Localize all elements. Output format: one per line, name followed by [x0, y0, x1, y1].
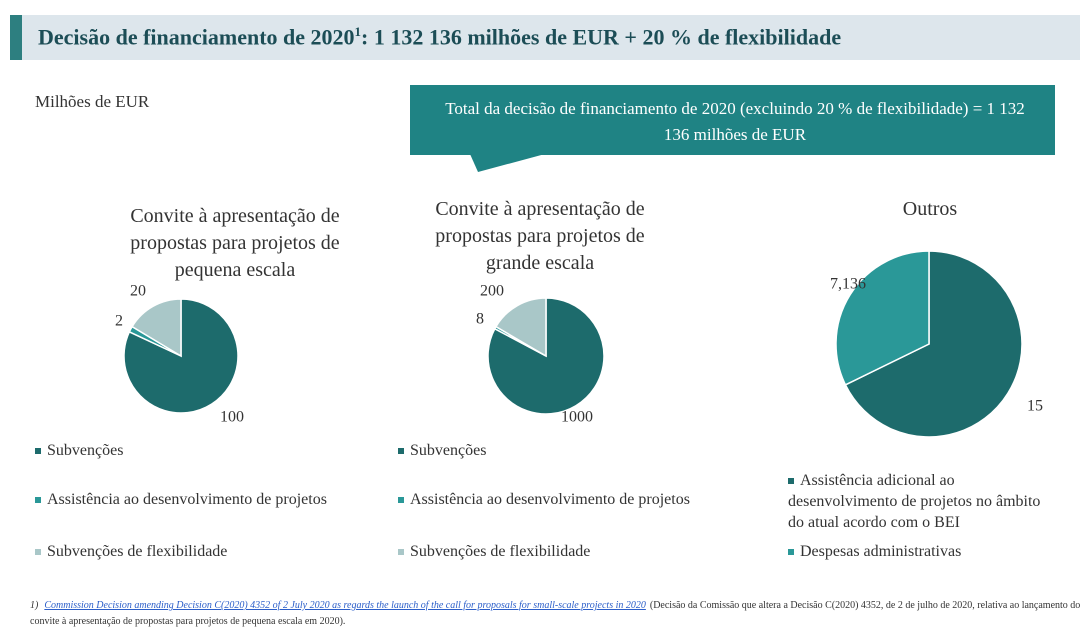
legend-swatch [35, 497, 41, 504]
callout-pointer [470, 154, 545, 172]
legend-item: Subvenções [398, 440, 708, 461]
legend-item: Assistência adicional ao desenvolvimento… [788, 470, 1058, 533]
title-accent [10, 15, 22, 60]
legend-item: Assistência ao desenvolvimento de projet… [398, 489, 708, 510]
legend-label: Subvenções de flexibilidade [410, 543, 591, 560]
legend-label: Assistência adicional ao desenvolvimento… [788, 472, 1041, 531]
callout-box [410, 85, 1055, 155]
pie-title: Convite à apresentação de propostas para… [130, 205, 340, 281]
data-label: 8 [476, 311, 484, 328]
unit-label: Milhões de EUR [35, 92, 150, 111]
data-label: 15 [1027, 398, 1043, 415]
title-rest: : 1 132 136 milhões de EUR + 20 % de fle… [361, 24, 842, 50]
data-label: 20 [130, 283, 146, 300]
legend-swatch [788, 549, 794, 556]
legend-label: Assistência ao desenvolvimento de projet… [47, 491, 327, 508]
pie-slice [131, 298, 182, 358]
legend-item: Despesas administrativas [788, 541, 1058, 562]
title-sup: 1 [354, 24, 362, 39]
legend-item: Subvenções [35, 440, 345, 461]
data-label: 1000 [561, 409, 593, 426]
pie-slice [494, 297, 547, 358]
legend-swatch [788, 478, 794, 485]
legend-item: Assistência ao desenvolvimento de projet… [35, 489, 345, 510]
title-bar [10, 15, 1080, 60]
data-label: 2 [115, 313, 123, 330]
footnote-text: (Decisão da Comissão que altera a Decisã… [30, 600, 1081, 627]
legend-label: Subvenções de flexibilidade [47, 543, 228, 560]
footnote-link[interactable]: Commission Decision amending Decision C(… [44, 600, 646, 611]
legend-swatch [35, 448, 41, 455]
legend-label: Assistência ao desenvolvimento de projet… [410, 491, 690, 508]
slide-title: Decisão de financiamento de 20201: 1 132… [38, 24, 841, 50]
legend-label: Subvenções [410, 442, 487, 459]
footnote-marker: 1) [30, 600, 39, 611]
title-main: Decisão de financiamento de 2020 [38, 24, 355, 50]
pie-slice [123, 298, 239, 414]
legend-swatch [35, 549, 41, 556]
data-label: 7,136 [830, 276, 866, 293]
legend-swatch [398, 549, 404, 556]
legend-label: Despesas administrativas [800, 543, 962, 560]
callout-text: Total da decisão de financiamento de 202… [445, 99, 1025, 144]
pie-slice [844, 250, 1023, 438]
pie-title: Convite à apresentação de propostas para… [435, 198, 645, 274]
legend-swatch [398, 497, 404, 504]
legend-item: Subvenções de flexibilidade [35, 541, 345, 562]
footnote: 1) Commission Decision amending Decision … [30, 598, 1085, 630]
data-label: 200 [480, 283, 504, 300]
legend-item: Subvenções de flexibilidade [398, 541, 708, 562]
data-label: 100 [220, 409, 244, 426]
legend-label: Subvenções [47, 442, 124, 459]
pie-slice [835, 250, 930, 386]
legend-swatch [398, 448, 404, 455]
pie-title: Outros [902, 198, 958, 220]
